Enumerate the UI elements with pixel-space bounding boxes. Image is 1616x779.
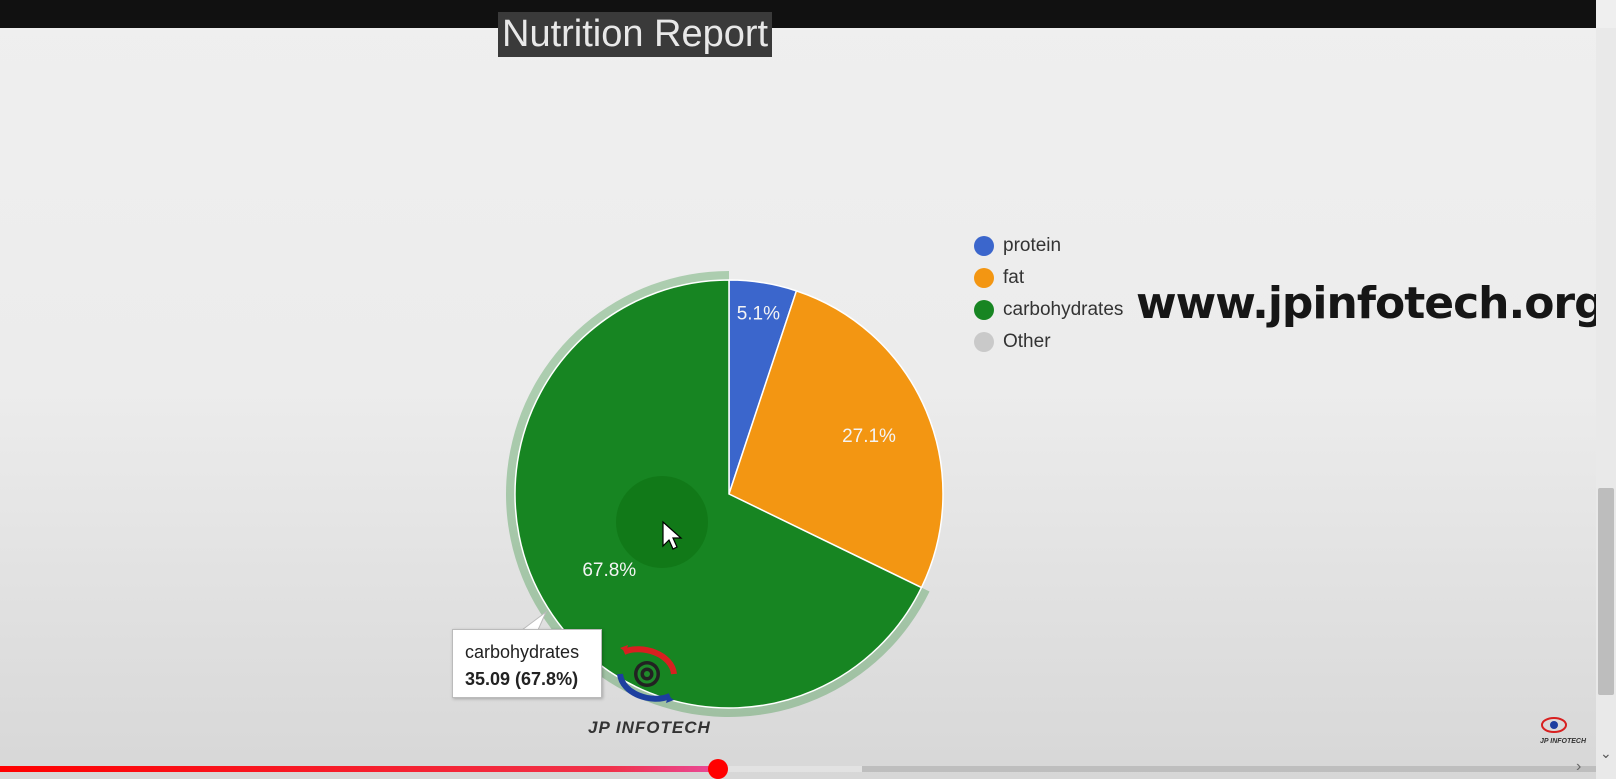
scroll-down-icon[interactable]: ⌄ <box>1600 745 1612 761</box>
tooltip-value: 35.09 (67.8%) <box>465 669 579 689</box>
legend-label: fat <box>1003 267 1025 288</box>
legend-swatch-fat <box>974 268 994 288</box>
legend-item-protein[interactable]: protein <box>974 230 1123 262</box>
legend-label: Other <box>1003 331 1051 352</box>
small-logo-icon <box>1541 717 1567 733</box>
pie-label-protein: 5.1% <box>737 303 780 324</box>
chevron-right-icon[interactable]: › <box>1576 758 1582 775</box>
pie-slice-carbohydrates[interactable] <box>514 279 923 709</box>
hover-highlight <box>616 476 708 568</box>
website-watermark: www.jpinfotech.org <box>1136 278 1606 329</box>
legend-label: carbohydrates <box>1003 299 1124 320</box>
legend-label: protein <box>1003 235 1062 256</box>
video-scrubber-handle[interactable] <box>708 759 729 779</box>
pie-label-carbohydrates: 67.8% <box>582 560 636 581</box>
legend-swatch-carbohydrates <box>974 300 994 320</box>
video-top-bar <box>0 0 1596 28</box>
legend-item-carbohydrates[interactable]: carbohydrates <box>974 294 1123 326</box>
legend-swatch-Other <box>974 332 994 352</box>
legend-swatch-protein <box>974 236 994 256</box>
pie-label-fat: 27.1% <box>842 426 896 447</box>
chart-title: Nutrition Report <box>498 12 773 57</box>
legend-item-fat[interactable]: fat <box>974 262 1123 294</box>
small-logo-caption: JP INFOTECH <box>1540 738 1587 745</box>
jp-infotech-logo-icon <box>617 645 677 703</box>
chart-legend: protein fat carbohydrates Other <box>974 230 1123 358</box>
tooltip-pointer <box>520 610 548 631</box>
video-played-bar <box>0 766 719 772</box>
legend-item-Other[interactable]: Other <box>974 326 1123 358</box>
tooltip-label: carbohydrates <box>465 642 580 662</box>
mouse-cursor-icon <box>662 520 683 550</box>
pie-slice-fat[interactable] <box>728 289 944 589</box>
logo-caption: JP INFOTECH <box>588 718 711 737</box>
slice-tooltip: carbohydrates 35.09 (67.8%) <box>452 629 602 698</box>
scrollbar-thumb[interactable] <box>1598 488 1614 695</box>
